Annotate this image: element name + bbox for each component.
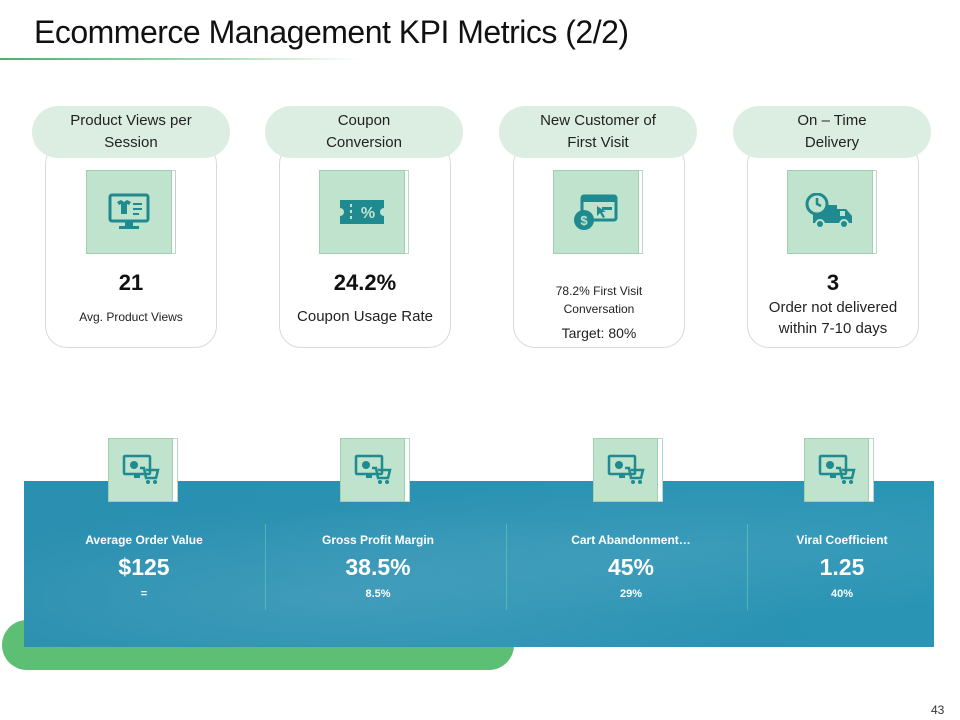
metric-icon-box	[593, 438, 663, 502]
monitor-cart-icon	[354, 454, 392, 484]
monitor-cart-icon	[122, 454, 160, 484]
browser-dollar-icon: $	[574, 194, 618, 230]
kpi-value-on-time-delivery: 3	[826, 270, 840, 295]
kpi-value-product-views: 21	[118, 270, 144, 295]
page-number: 43	[931, 703, 945, 717]
metric-value-cart-abandonment: 45%	[607, 554, 655, 580]
svg-text:%: %	[361, 205, 375, 222]
kpi-sub-on-time-delivery: Order not delivered within 7-10 days	[768, 299, 898, 337]
title-underline	[0, 58, 360, 60]
kpi-value-coupon: 24.2%	[333, 270, 397, 295]
metric-label-average-order-value: Average Order Value	[85, 533, 203, 547]
kpi-icon-box	[787, 170, 877, 254]
metric-label-cart-abandonment: Cart Abandonment…	[571, 533, 691, 547]
metric-sub-cart-abandonment: 29%	[619, 588, 643, 600]
coupon-percent-icon: %	[340, 200, 384, 224]
kpi-target-new-customer: Target: 80%	[561, 325, 637, 341]
metric-value-viral-coefficient: 1.25	[819, 554, 865, 580]
kpi-icon-box	[86, 170, 176, 254]
svg-text:$: $	[580, 213, 588, 228]
monitor-cart-icon	[818, 454, 856, 484]
metric-value-average-order-value: $125	[118, 554, 170, 580]
metric-value-gross-profit-margin: 38.5%	[345, 554, 411, 580]
metric-sub-viral-coefficient: 40%	[830, 588, 854, 600]
monitor-shirt-icon	[108, 193, 150, 229]
metric-sub-gross-profit-margin: 8.5%	[365, 588, 391, 600]
metric-label-gross-profit-margin: Gross Profit Margin	[321, 533, 434, 547]
metric-divider	[265, 524, 266, 610]
delivery-truck-clock-icon	[805, 193, 852, 229]
metrics-band	[24, 481, 934, 647]
monitor-cart-icon	[607, 454, 645, 484]
kpi-label-coupon: Coupon Conversion	[265, 106, 463, 158]
metric-icon-box	[340, 438, 410, 502]
page-title: Ecommerce Management KPI Metrics (2/2)	[34, 14, 629, 50]
metric-divider	[506, 524, 507, 610]
kpi-icon-box: %	[319, 170, 409, 254]
kpi-label-product-views: Product Views per Session	[32, 106, 230, 158]
metric-icon-box	[804, 438, 874, 502]
kpi-sub-coupon: Coupon Usage Rate	[297, 308, 433, 325]
metric-divider	[747, 524, 748, 610]
metric-sub-average-order-value: =	[140, 588, 148, 600]
kpi-label-new-customer: New Customer of First Visit	[499, 106, 697, 158]
metric-label-viral-coefficient: Viral Coefficient	[796, 533, 888, 547]
kpi-sub-product-views: Avg. Product Views	[79, 310, 183, 324]
kpi-icon-box: $	[553, 170, 643, 254]
kpi-label-on-time-delivery: On – Time Delivery	[733, 106, 931, 158]
metric-icon-box	[108, 438, 178, 502]
kpi-sub-new-customer: 78.2% First Visit Conversation	[555, 284, 643, 316]
